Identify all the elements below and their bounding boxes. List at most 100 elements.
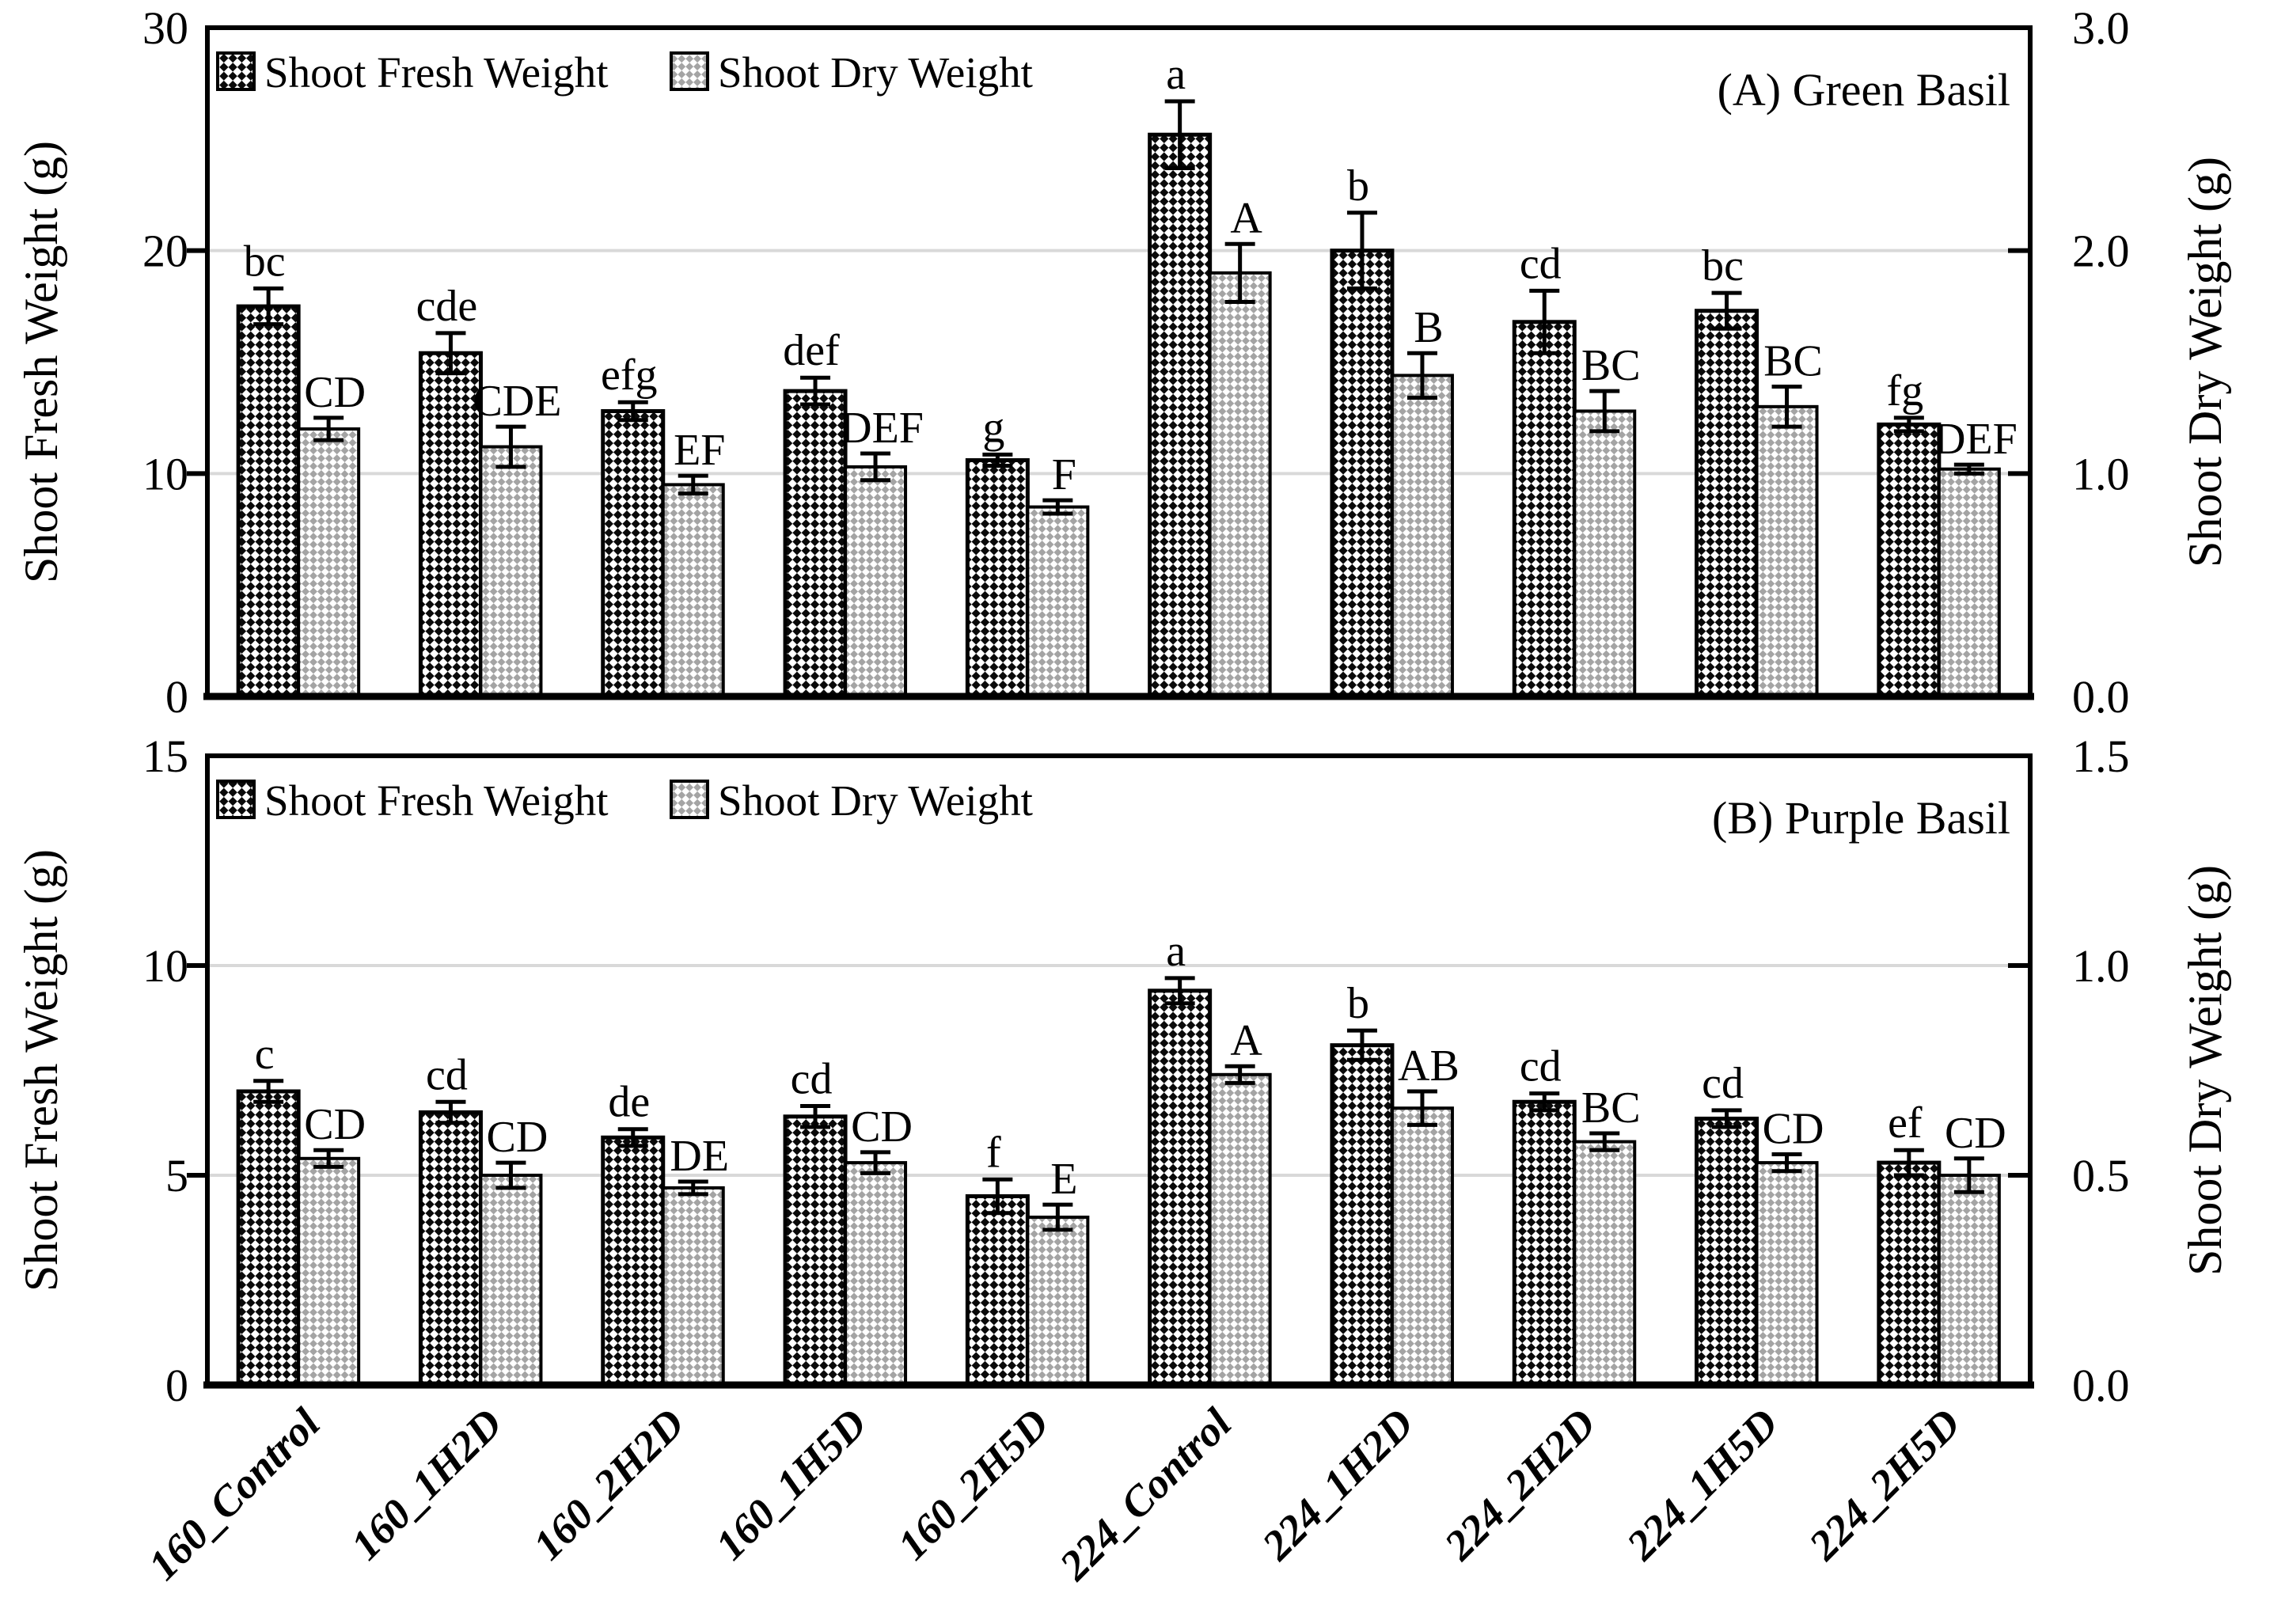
sig-letter-dry: BC	[1581, 341, 1641, 390]
bar-fresh-224_1H2D	[1330, 249, 1395, 699]
x-category-label: 224_1H5D	[1617, 1399, 1787, 1569]
bar-dry-224_1H5D	[1755, 1161, 1819, 1387]
sig-letter-dry: CDE	[473, 377, 561, 426]
right-tick-label: 1.0	[2072, 448, 2130, 499]
bar-fresh-160_1H2D	[418, 351, 483, 699]
sig-letter-fresh: b	[1347, 161, 1369, 211]
bar-dry-224_2H5D	[1937, 1174, 2001, 1387]
x-category-label: 224_Control	[1050, 1399, 1240, 1589]
legend-swatch-dry-icon	[670, 51, 709, 91]
sig-letter-dry: CD	[304, 1100, 366, 1149]
bar-dry-160_2H5D	[1026, 1216, 1090, 1387]
legend-swatch-fresh-icon	[216, 780, 256, 819]
sig-letter-dry: CD	[851, 1102, 913, 1152]
bar-fresh-224_1H2D	[1330, 1043, 1395, 1387]
left-tick-label: 10	[142, 448, 188, 499]
right-tick-label: 0.5	[2072, 1150, 2130, 1201]
x-category-label: 160_2H5D	[889, 1399, 1058, 1569]
sig-letter-dry: CD	[487, 1113, 549, 1162]
bar-fresh-160_Control	[236, 304, 301, 699]
sig-letter-dry: DE	[670, 1132, 729, 1181]
bar-dry-224_1H5D	[1755, 404, 1819, 698]
bar-fresh-224_2H5D	[1877, 1160, 1942, 1387]
bar-fresh-160_1H2D	[418, 1110, 483, 1387]
left-tick-label: 5	[165, 1150, 188, 1201]
sig-letter-dry: DEF	[1934, 415, 2018, 464]
right-tick-label: 2.0	[2072, 226, 2130, 277]
sig-letter-fresh: a	[1166, 927, 1186, 976]
sig-letter-dry: E	[1050, 1155, 1077, 1204]
bar-dry-160_1H5D	[844, 1161, 908, 1387]
sig-letter-dry: A	[1230, 194, 1262, 243]
bar-fresh-224_2H2D	[1512, 320, 1577, 699]
sig-letter-fresh: efg	[601, 351, 658, 400]
sig-letter-dry: CD	[1945, 1109, 2006, 1158]
sig-letter-fresh: g	[982, 403, 1004, 452]
sig-letter-dry: DEF	[840, 404, 924, 453]
bar-dry-224_2H2D	[1573, 409, 1637, 698]
bar-fresh-160_2H5D	[965, 1194, 1030, 1387]
bar-dry-160_Control	[297, 427, 361, 698]
sig-letter-fresh: cde	[416, 282, 478, 331]
sig-letter-fresh: def	[783, 326, 840, 375]
left-tick-label: 30	[142, 2, 188, 54]
sig-letter-fresh: cd	[1702, 1059, 1744, 1108]
bar-fresh-224_2H5D	[1877, 422, 1942, 699]
sig-letter-fresh: fg	[1887, 366, 1924, 415]
sig-letter-dry: A	[1230, 1016, 1262, 1065]
bar-fresh-224_Control	[1148, 132, 1213, 699]
bar-dry-224_Control	[1208, 1072, 1272, 1387]
right-tick-label: 0.0	[2072, 1360, 2130, 1411]
x-category-label: 160_1H2D	[342, 1399, 511, 1569]
right-axis-title: Shoot Dry Weight (g)	[2179, 157, 2231, 567]
bar-dry-160_1H2D	[479, 1174, 543, 1387]
x-category-label: 224_2H2D	[1435, 1399, 1605, 1569]
panel-title: (B) Purple Basil	[1712, 792, 2010, 844]
right-tick-label: 1.5	[2072, 730, 2130, 782]
sig-letter-fresh: f	[986, 1128, 1001, 1177]
bar-fresh-160_2H2D	[601, 1135, 666, 1387]
bar-dry-160_Control	[297, 1156, 361, 1387]
sig-letter-fresh: cd	[791, 1055, 833, 1104]
bar-dry-224_Control	[1208, 271, 1272, 699]
x-category-label: 224_1H2D	[1252, 1399, 1422, 1569]
bar-fresh-160_1H5D	[783, 389, 848, 699]
x-category-label: 160_Control	[139, 1399, 329, 1589]
sig-letter-dry: F	[1052, 450, 1076, 499]
sig-letter-dry: BC	[1581, 1083, 1641, 1133]
sig-letter-dry: BC	[1763, 336, 1823, 385]
legend-label-fresh: Shoot Fresh Weight	[264, 48, 609, 97]
right-tick-label: 1.0	[2072, 940, 2130, 992]
bar-fresh-224_Control	[1148, 988, 1213, 1387]
sig-letter-fresh: cd	[1520, 1042, 1562, 1091]
bar-fresh-160_2H2D	[601, 408, 666, 699]
x-category-label: 160_2H2D	[524, 1399, 693, 1569]
sig-letter-fresh: cd	[1520, 239, 1562, 288]
sig-letter-dry: CD	[304, 368, 366, 417]
sig-letter-fresh: a	[1166, 50, 1186, 99]
bar-dry-160_2H2D	[661, 483, 725, 699]
bar-fresh-160_1H5D	[783, 1114, 848, 1387]
legend-label-dry: Shoot Dry Weight	[718, 776, 1033, 825]
left-tick-label: 0	[165, 1360, 188, 1411]
sig-letter-fresh: ef	[1888, 1098, 1923, 1148]
x-category-label: 160_1H5D	[706, 1399, 875, 1569]
sig-letter-fresh: b	[1347, 979, 1369, 1028]
left-axis-title: Shoot Fresh Weight (g)	[15, 141, 67, 583]
bar-fresh-224_1H5D	[1695, 1116, 1759, 1387]
legend-swatch-fresh-icon	[216, 51, 256, 91]
sig-letter-fresh: c	[255, 1030, 275, 1079]
sig-letter-fresh: bc	[1702, 241, 1744, 290]
left-tick-label: 20	[142, 226, 188, 277]
left-tick-label: 0	[165, 671, 188, 723]
bar-fresh-160_Control	[236, 1089, 301, 1387]
bar-fresh-224_2H2D	[1512, 1099, 1577, 1387]
bar-dry-160_1H2D	[479, 445, 543, 698]
legend-swatch-dry-icon	[670, 780, 709, 819]
right-tick-label: 0.0	[2072, 671, 2130, 723]
left-tick-label: 10	[142, 940, 188, 992]
bar-dry-224_2H2D	[1573, 1140, 1637, 1387]
left-tick-label: 15	[142, 730, 188, 782]
